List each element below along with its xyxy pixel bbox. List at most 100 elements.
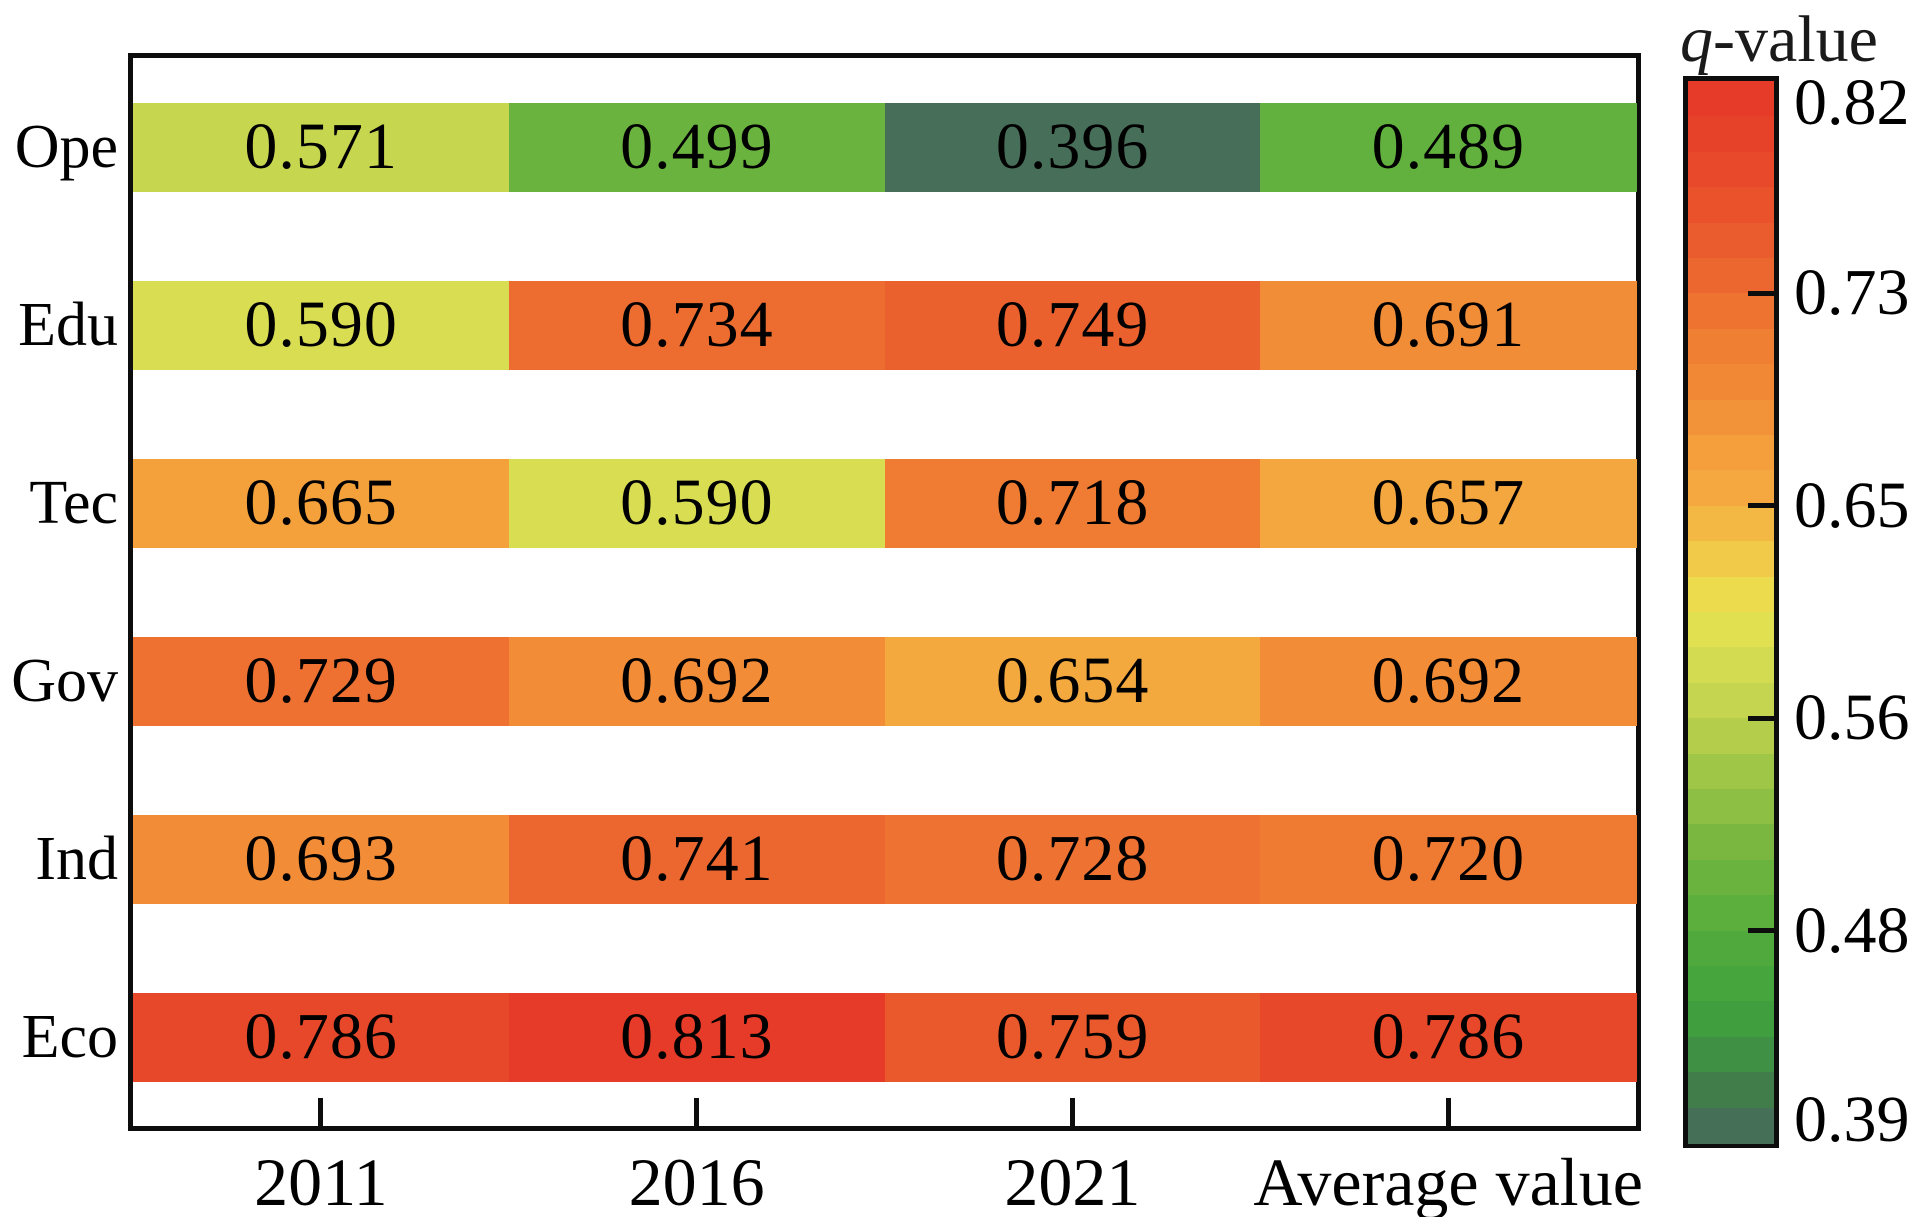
colorbar-band xyxy=(1688,966,1774,1002)
colorbar-band xyxy=(1688,293,1774,330)
x-axis-tick xyxy=(1069,1098,1075,1126)
x-axis-tick xyxy=(318,1098,324,1126)
colorbar-tick-label: 0.39 xyxy=(1794,1083,1910,1156)
cell-value: 0.590 xyxy=(244,288,398,361)
colorbar-band xyxy=(1688,930,1774,967)
colorbar-band xyxy=(1688,1001,1774,1038)
row-label: Ind xyxy=(35,825,118,893)
x-axis-label: 2016 xyxy=(628,1144,765,1217)
cell-value: 0.657 xyxy=(1371,466,1526,539)
cell-value: 0.728 xyxy=(995,822,1150,895)
heatmap-cell: 0.759 xyxy=(884,992,1261,1082)
heatmap-cell: 0.489 xyxy=(1260,102,1637,192)
heatmap-cell: 0.691 xyxy=(1260,280,1637,370)
heatmap-cell: 0.741 xyxy=(508,814,885,904)
colorbar-band xyxy=(1688,505,1774,542)
cell-value: 0.813 xyxy=(620,1000,774,1073)
heatmap-cell: 0.734 xyxy=(508,280,885,370)
row-label: Ope xyxy=(14,113,118,181)
heatmap-cell: 0.813 xyxy=(508,992,885,1082)
cell-value: 0.718 xyxy=(995,466,1150,539)
heatmap-cell: 0.665 xyxy=(133,458,510,548)
x-axis-tick xyxy=(1445,1098,1451,1126)
cell-value: 0.692 xyxy=(1371,644,1526,717)
heatmap-cell: 0.499 xyxy=(508,102,885,192)
colorbar-band xyxy=(1688,682,1774,719)
colorbar-band xyxy=(1688,789,1774,825)
heatmap-cell: 0.718 xyxy=(884,458,1261,548)
colorbar-title-rest: -value xyxy=(1713,3,1878,76)
heatmap-cell: 0.786 xyxy=(1260,992,1637,1082)
heatmap-cell: 0.720 xyxy=(1260,814,1637,904)
colorbar-tick xyxy=(1748,503,1774,509)
heatmap-cell: 0.728 xyxy=(884,814,1261,904)
colorbar-tick-label: 0.48 xyxy=(1794,893,1910,967)
cell-value: 0.786 xyxy=(1371,1000,1526,1073)
cell-value: 0.489 xyxy=(1371,110,1526,183)
colorbar-tick xyxy=(1748,928,1774,934)
colorbar-band xyxy=(1688,222,1774,259)
heatmap-cell: 0.786 xyxy=(133,992,510,1082)
colorbar-band xyxy=(1688,435,1774,471)
x-axis-label: 2021 xyxy=(1004,1144,1141,1217)
colorbar-tick-label: 0.73 xyxy=(1794,256,1910,330)
x-axis-label: Average value xyxy=(1253,1144,1643,1217)
colorbar-band xyxy=(1688,824,1774,861)
cell-value: 0.734 xyxy=(620,288,774,361)
colorbar-band xyxy=(1688,895,1774,932)
heatmap-cell: 0.692 xyxy=(1260,636,1637,726)
cell-value: 0.759 xyxy=(995,1000,1150,1073)
heatmap-cell: 0.590 xyxy=(133,280,510,370)
row-label: Edu xyxy=(18,291,118,359)
heatmap-cell: 0.590 xyxy=(508,458,885,548)
heatmap-cell: 0.729 xyxy=(133,636,510,726)
x-axis-label: 2011 xyxy=(254,1144,388,1217)
row-label: Tec xyxy=(29,469,118,537)
colorbar-tick-label: 0.82 xyxy=(1794,66,1910,139)
colorbar-band xyxy=(1688,541,1774,578)
heatmap-cell: 0.571 xyxy=(133,102,510,192)
colorbar-band xyxy=(1688,859,1774,896)
cell-value: 0.786 xyxy=(244,1000,398,1073)
cell-value: 0.590 xyxy=(620,466,774,539)
x-axis-tick xyxy=(694,1098,700,1126)
cell-value: 0.691 xyxy=(1371,288,1526,361)
cell-value: 0.571 xyxy=(244,110,398,183)
colorbar-band xyxy=(1688,576,1774,613)
colorbar-band xyxy=(1688,399,1774,436)
cell-value: 0.720 xyxy=(1371,822,1526,895)
colorbar-band xyxy=(1688,470,1774,507)
row-label: Gov xyxy=(11,647,118,715)
colorbar-band xyxy=(1688,187,1774,224)
cell-value: 0.729 xyxy=(244,644,398,717)
colorbar-border xyxy=(1683,76,1779,1148)
colorbar-band xyxy=(1688,612,1774,648)
cell-value: 0.499 xyxy=(620,110,774,183)
cell-value: 0.665 xyxy=(244,466,398,539)
colorbar-band xyxy=(1688,258,1774,294)
colorbar-band xyxy=(1688,647,1774,684)
cell-value: 0.396 xyxy=(995,110,1150,183)
colorbar-band xyxy=(1688,116,1774,153)
heatmap-cell: 0.657 xyxy=(1260,458,1637,548)
colorbar-tick xyxy=(1748,290,1774,296)
heatmap-cell: 0.692 xyxy=(508,636,885,726)
cell-value: 0.693 xyxy=(244,822,398,895)
colorbar-tick xyxy=(1748,715,1774,721)
colorbar-band xyxy=(1688,718,1774,755)
heatmap-cell: 0.396 xyxy=(884,102,1261,192)
plot-area-border xyxy=(128,53,1641,1131)
colorbar-band xyxy=(1688,328,1774,365)
colorbar-band xyxy=(1688,753,1774,790)
colorbar-band xyxy=(1688,364,1774,401)
colorbar-band xyxy=(1688,1036,1774,1073)
colorbar-tick-label: 0.65 xyxy=(1794,468,1910,542)
colorbar-title-q: q xyxy=(1680,3,1714,76)
cell-value: 0.654 xyxy=(995,644,1150,717)
heatmap-cell: 0.749 xyxy=(884,280,1261,370)
colorbar-band xyxy=(1688,1107,1774,1144)
colorbar-tick-label: 0.56 xyxy=(1794,681,1910,755)
cell-value: 0.741 xyxy=(620,822,774,895)
colorbar-title: q-value xyxy=(1680,0,1878,80)
